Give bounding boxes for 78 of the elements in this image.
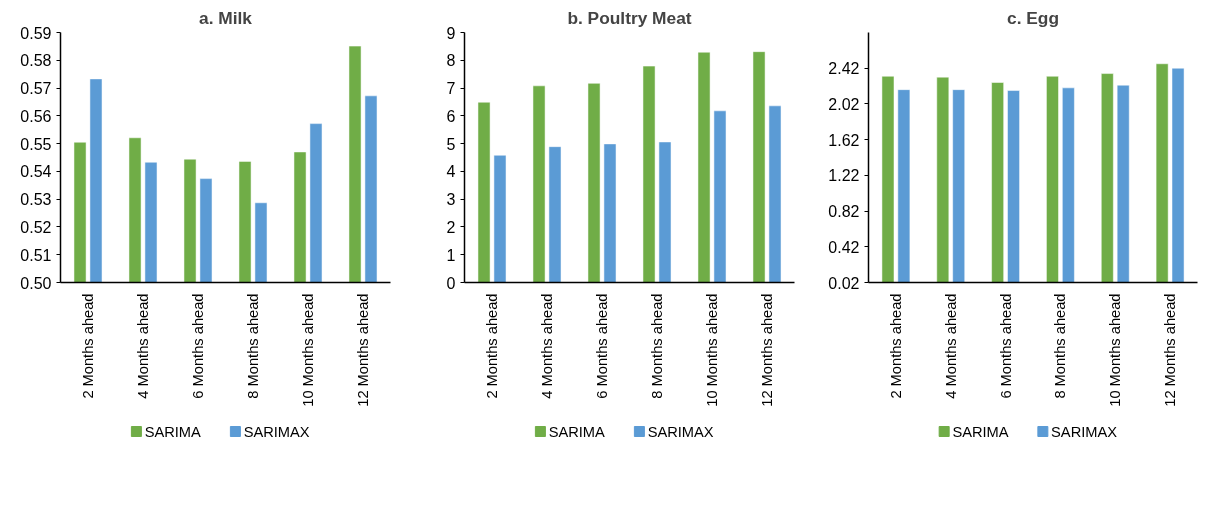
x-tick-label: 4 Months ahead (942, 293, 959, 399)
y-tick-label: 0 (446, 274, 456, 292)
bar (897, 89, 911, 283)
y-tick-label: 1.62 (828, 131, 860, 149)
y-tick-label: 0.51 (20, 246, 52, 264)
x-tick-label: 4 Months ahead (539, 293, 555, 399)
x-tick-label: 2 Months ahead (887, 293, 904, 399)
bar (532, 85, 546, 283)
bar (1171, 67, 1185, 283)
chart-title: b. Poultry Meat (567, 7, 692, 28)
bar (713, 110, 727, 283)
bar (697, 51, 711, 283)
x-tick-label: 8 Months ahead (1052, 293, 1069, 399)
bar (1101, 73, 1114, 283)
x-tick-label: 6 Months ahead (190, 293, 206, 399)
y-tick-label: 0.57 (20, 80, 52, 98)
y-tick-label: 0.54 (20, 163, 52, 181)
x-tick-label: 10 Months ahead (300, 293, 316, 407)
y-tick-label: 0.53 (20, 191, 52, 209)
bar (1116, 84, 1130, 283)
bar (1007, 90, 1020, 283)
y-tick-label: 9 (446, 24, 456, 42)
x-tick-label: 8 Months ahead (245, 293, 261, 399)
y-tick-label: 6 (446, 107, 456, 125)
bar (603, 143, 617, 283)
y-tick-label: 2.42 (828, 60, 860, 78)
bar (1155, 63, 1169, 283)
bar (587, 83, 601, 283)
y-tick-label: 0.58 (20, 52, 52, 70)
x-tick-label: 10 Months ahead (704, 293, 720, 407)
y-tick-label: 2.02 (828, 95, 860, 113)
bar (548, 146, 562, 283)
y-tick-label: 1.22 (828, 167, 860, 185)
y-tick-label: 8 (446, 52, 456, 70)
y-tick-label: 3 (446, 191, 456, 209)
bar (952, 89, 965, 283)
bar (768, 105, 782, 283)
bar (658, 141, 672, 283)
x-tick-label: 6 Months ahead (997, 293, 1014, 399)
y-tick-label: 0.52 (20, 218, 52, 236)
bar (1046, 76, 1059, 283)
bar (1062, 87, 1075, 283)
y-tick-label: 0.56 (20, 107, 52, 125)
bar (881, 76, 895, 283)
x-tick-label: 12 Months ahead (1162, 293, 1179, 407)
bar (752, 51, 766, 283)
y-tick-label: 5 (446, 135, 456, 153)
x-tick-label: 12 Months ahead (355, 293, 371, 407)
x-tick-label: 4 Months ahead (135, 293, 151, 399)
legend-label: SARIMA (144, 423, 202, 440)
bar (936, 76, 950, 283)
y-tick-label: 4 (446, 163, 456, 181)
legend-label: SARIMAX (647, 423, 714, 440)
legend-label: SARIMAX (243, 423, 310, 440)
legend-label: SARIMA (548, 423, 606, 440)
bar (642, 65, 656, 283)
legend-label: SARIMA (952, 423, 1009, 440)
y-tick-label: 0.59 (20, 24, 52, 42)
bar (991, 82, 1004, 283)
bar (493, 155, 507, 283)
y-tick-label: 1 (446, 246, 456, 264)
y-tick-label: 0.82 (828, 203, 860, 221)
chart-title: a. Milk (199, 7, 253, 28)
x-tick-label: 12 Months ahead (759, 293, 775, 407)
x-tick-label: 10 Months ahead (1107, 293, 1124, 407)
bar (477, 101, 491, 283)
legend-label: SARIMAX (1051, 423, 1118, 440)
x-tick-label: 2 Months ahead (484, 293, 500, 399)
x-tick-label: 8 Months ahead (649, 293, 665, 399)
y-tick-label: 7 (446, 80, 456, 98)
chart-title: c. Egg (1007, 7, 1059, 28)
y-tick-label: 0.55 (20, 135, 52, 153)
y-tick-label: 0.50 (20, 274, 52, 292)
x-tick-label: 6 Months ahead (594, 293, 610, 399)
y-tick-label: 2 (446, 218, 456, 236)
y-tick-label: 0.42 (828, 238, 860, 256)
x-tick-label: 2 Months ahead (80, 293, 96, 399)
y-tick-label: 0.02 (828, 274, 860, 292)
